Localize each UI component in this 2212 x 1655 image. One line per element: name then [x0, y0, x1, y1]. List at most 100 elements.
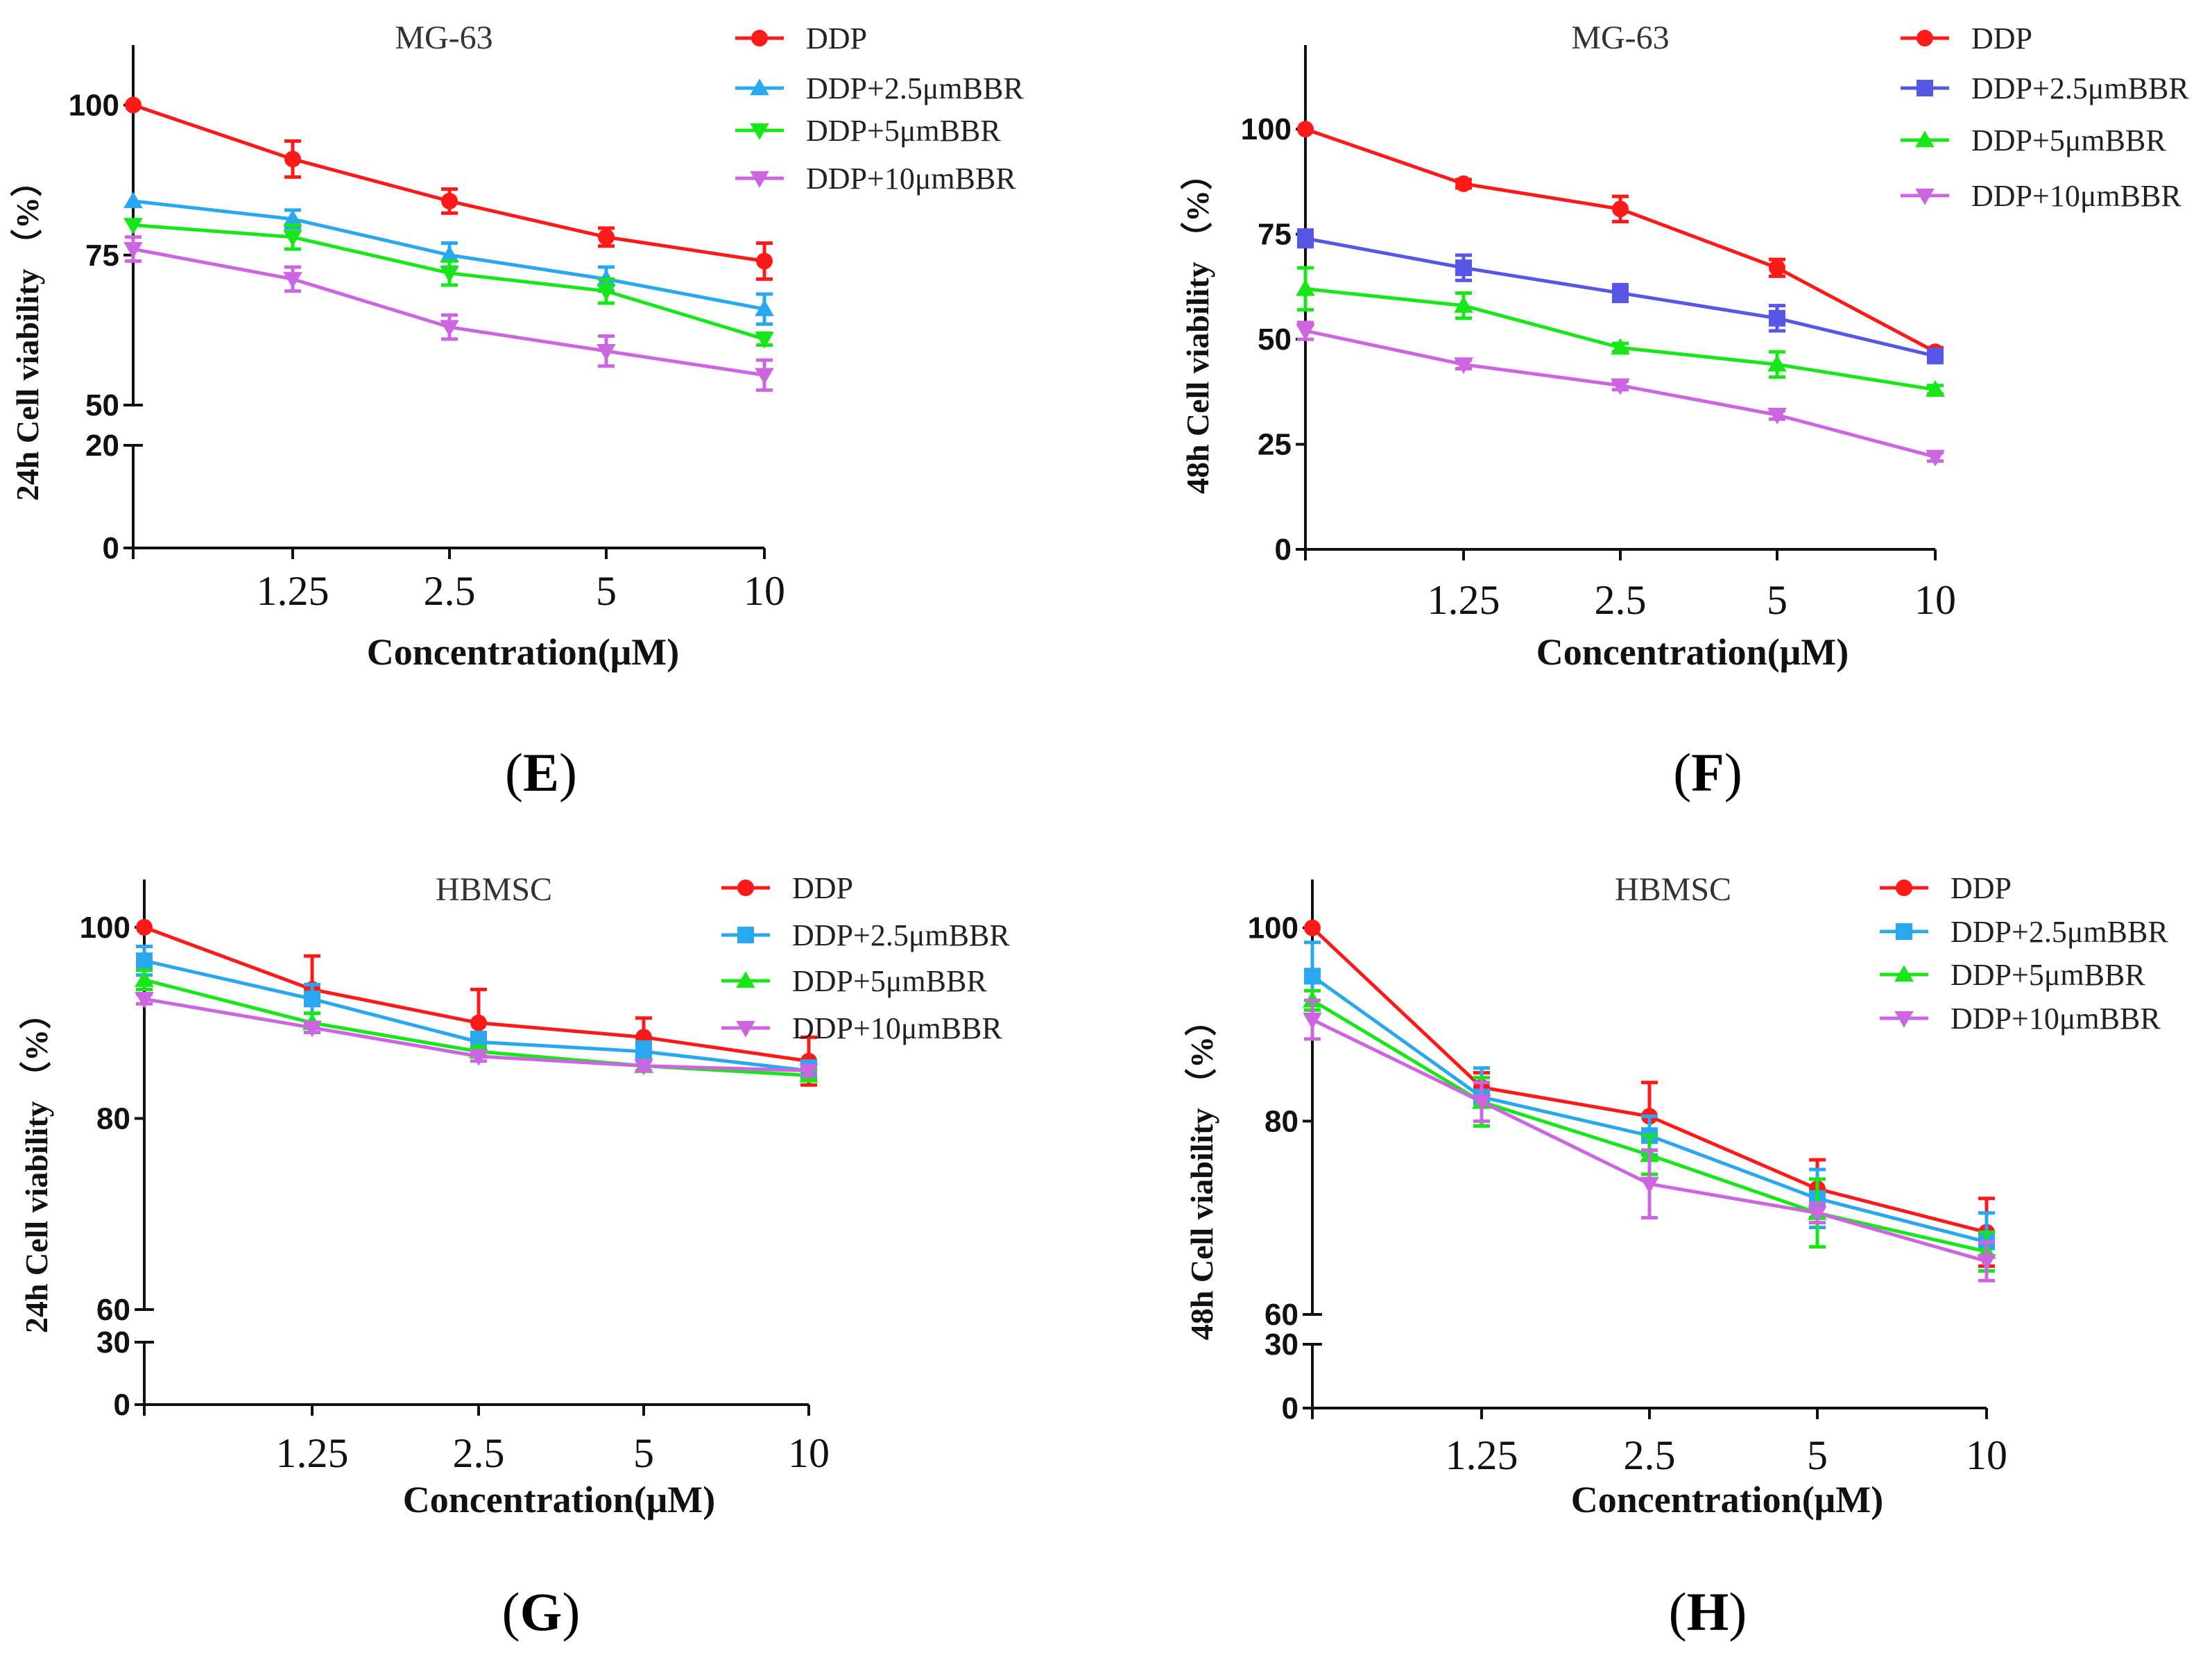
data-point-e-ddp-0 — [125, 96, 142, 114]
data-point-e-ddp-2-5umbbr-1 — [283, 209, 302, 227]
chart-panel-e: 0 20 50 75 100 1.25 2.5 5 10 Concentration(μM) 24h… — [10, 19, 1024, 673]
series-f-ddp-5umbbr — [1296, 266, 1945, 397]
legend-item-g-ddp-5umbbr: DDP+5μmBBR — [721, 964, 987, 998]
y-axis-label-f: 48h Cell viability （%） — [1180, 158, 1215, 494]
y-tick-label-h-80: 80 — [1264, 1104, 1298, 1138]
x-tick-label-e-10: 10 — [744, 568, 785, 614]
panel-letter-g: (G) — [502, 1581, 581, 1642]
legend-item-g-ddp: DDP — [721, 871, 853, 905]
data-point-f-ddp-2-5umbbr-2 — [1612, 284, 1629, 302]
x-axis-label-f: Concentration(μM) — [1536, 631, 1849, 673]
x-axis-label-g: Concentration(μM) — [403, 1479, 716, 1520]
series-e-ddp-10umbbr — [123, 235, 774, 392]
x-tick-label-h-5: 5 — [1807, 1432, 1828, 1478]
data-point-g-ddp-5umbbr-0 — [135, 970, 154, 987]
chart-title-f: MG-63 — [1571, 19, 1669, 56]
legend-marker-e-ddp-10umbbr — [750, 171, 769, 188]
y-tick-label-f-100: 100 — [1241, 112, 1292, 146]
data-point-e-ddp-5umbbr-2 — [440, 266, 459, 283]
y-tick-label-f-75: 75 — [1258, 218, 1292, 252]
y-tick-label-g-30: 30 — [96, 1326, 130, 1360]
chart-title-e: MG-63 — [395, 19, 492, 56]
y-tick-label-g-100: 100 — [80, 911, 130, 945]
legend-item-h-ddp: DDP — [1880, 871, 2012, 905]
data-point-e-ddp-10umbbr-3 — [597, 343, 616, 361]
y-tick-label-e-75: 75 — [85, 239, 119, 273]
data-point-f-ddp-2 — [1612, 200, 1629, 218]
legend-label-e-ddp: DDP — [806, 22, 867, 55]
data-point-e-ddp-2-5umbbr-0 — [123, 191, 143, 209]
x-tick-label-h-10: 10 — [1966, 1432, 2007, 1478]
data-point-e-ddp-10umbbr-2 — [440, 320, 459, 337]
x-tick-label-g-1-25: 1.25 — [276, 1430, 349, 1476]
legend-label-f-ddp-10umbbr: DDP+10μmBBR — [1971, 179, 2181, 213]
data-point-f-ddp-5umbbr-4 — [1926, 379, 1945, 397]
legend-marker-f-ddp — [1917, 30, 1933, 46]
legend-item-h-ddp-5umbbr: DDP+5μmBBR — [1880, 958, 2145, 992]
y-axis-label-g: 24h Cell viability （%） — [19, 997, 54, 1333]
data-point-f-ddp-5umbbr-0 — [1296, 279, 1315, 296]
series-g-ddp-10umbbr — [135, 992, 818, 1081]
data-point-e-ddp-2 — [441, 192, 458, 209]
data-point-g-ddp-10umbbr-2 — [469, 1049, 488, 1066]
legend-item-f-ddp-10umbbr: DDP+10μmBBR — [1901, 179, 2181, 213]
y-tick-label-f-0: 0 — [1275, 533, 1292, 567]
y-tick-label-e-100: 100 — [69, 89, 119, 123]
legend-marker-g-ddp — [737, 880, 754, 896]
data-point-h-ddp-10umbbr-0 — [1303, 1012, 1322, 1029]
y-tick-label-f-50: 50 — [1258, 323, 1292, 357]
legend-marker-f-ddp-5umbbr — [1915, 130, 1935, 148]
y-tick-label-h-100: 100 — [1248, 911, 1298, 945]
data-point-h-ddp-10umbbr-2 — [1640, 1176, 1659, 1194]
legend-marker-g-ddp-10umbbr — [736, 1020, 755, 1038]
y-tick-label-e-20: 20 — [85, 429, 119, 463]
legend-label-g-ddp-2-5umbbr: DDP+2.5μmBBR — [792, 918, 1010, 952]
y-tick-label-g-0: 0 — [114, 1388, 130, 1422]
data-point-e-ddp-2-5umbbr-2 — [440, 245, 459, 262]
x-tick-label-f-10: 10 — [1914, 577, 1956, 623]
data-point-f-ddp-2-5umbbr-0 — [1297, 230, 1314, 247]
legend-label-f-ddp-5umbbr: DDP+5μmBBR — [1971, 123, 2166, 157]
data-point-f-ddp-3 — [1769, 259, 1785, 277]
data-point-h-ddp-2-5umbbr-0 — [1304, 968, 1321, 985]
data-point-e-ddp-2-5umbbr-4 — [755, 299, 774, 316]
legend-marker-g-ddp-5umbbr — [736, 971, 755, 988]
legend-label-f-ddp-2-5umbbr: DDP+2.5μmBBR — [1971, 71, 2189, 105]
series-h-ddp-10umbbr — [1303, 998, 1996, 1283]
legend-item-f-ddp-2-5umbbr: DDP+2.5μmBBR — [1901, 71, 2189, 105]
legend-label-g-ddp-5umbbr: DDP+5μmBBR — [792, 964, 987, 998]
legend-label-h-ddp-5umbbr: DDP+5μmBBR — [1950, 958, 2145, 992]
data-point-g-ddp-0 — [136, 918, 153, 936]
data-point-f-ddp-10umbbr-3 — [1767, 407, 1787, 425]
series-line-f-ddp — [1305, 127, 1937, 354]
legend-item-h-ddp-10umbbr: DDP+10μmBBR — [1880, 1002, 2161, 1036]
chart-panel-f: 0 25 50 75 100 1.25 2.5 5 10 Concentration(μM) 48h… — [1180, 19, 2189, 673]
data-point-f-ddp-10umbbr-1 — [1454, 357, 1473, 375]
legend-marker-h-ddp-5umbbr — [1894, 965, 1914, 982]
legend-label-g-ddp-10umbbr: DDP+10μmBBR — [792, 1011, 1002, 1045]
y-axis-label-e: 24h Cell viability （%） — [10, 165, 45, 501]
x-tick-label-f-2-5: 2.5 — [1595, 577, 1647, 623]
legend-marker-h-ddp-2-5umbbr — [1896, 923, 1912, 940]
data-point-h-ddp-10umbbr-1 — [1472, 1095, 1491, 1112]
data-point-f-ddp-5umbbr-3 — [1767, 354, 1787, 372]
x-tick-label-f-5: 5 — [1767, 577, 1787, 623]
legend-label-e-ddp-5umbbr: DDP+5μmBBR — [806, 114, 1001, 148]
legend-label-e-ddp-10umbbr: DDP+10μmBBR — [806, 162, 1016, 196]
legend-item-e-ddp-2-5umbbr: DDP+2.5μmBBR — [735, 71, 1024, 105]
legend-label-g-ddp: DDP — [792, 871, 853, 905]
legend-marker-f-ddp-10umbbr — [1915, 188, 1935, 205]
data-point-h-ddp-0 — [1304, 919, 1321, 936]
panel-letter-f: (F) — [1673, 742, 1742, 803]
data-point-g-ddp-10umbbr-1 — [302, 1020, 322, 1038]
legend-item-e-ddp: DDP — [735, 22, 867, 55]
legend-item-e-ddp-5umbbr: DDP+5μmBBR — [735, 114, 1001, 148]
legend-item-f-ddp: DDP — [1901, 22, 2032, 55]
series-f-ddp-10umbbr — [1296, 320, 1945, 467]
data-point-e-ddp-10umbbr-0 — [123, 241, 143, 259]
legend-label-e-ddp-2-5umbbr: DDP+2.5μmBBR — [806, 71, 1024, 105]
data-point-h-ddp-10umbbr-4 — [1977, 1254, 1996, 1271]
data-point-f-ddp-10umbbr-0 — [1296, 323, 1315, 341]
